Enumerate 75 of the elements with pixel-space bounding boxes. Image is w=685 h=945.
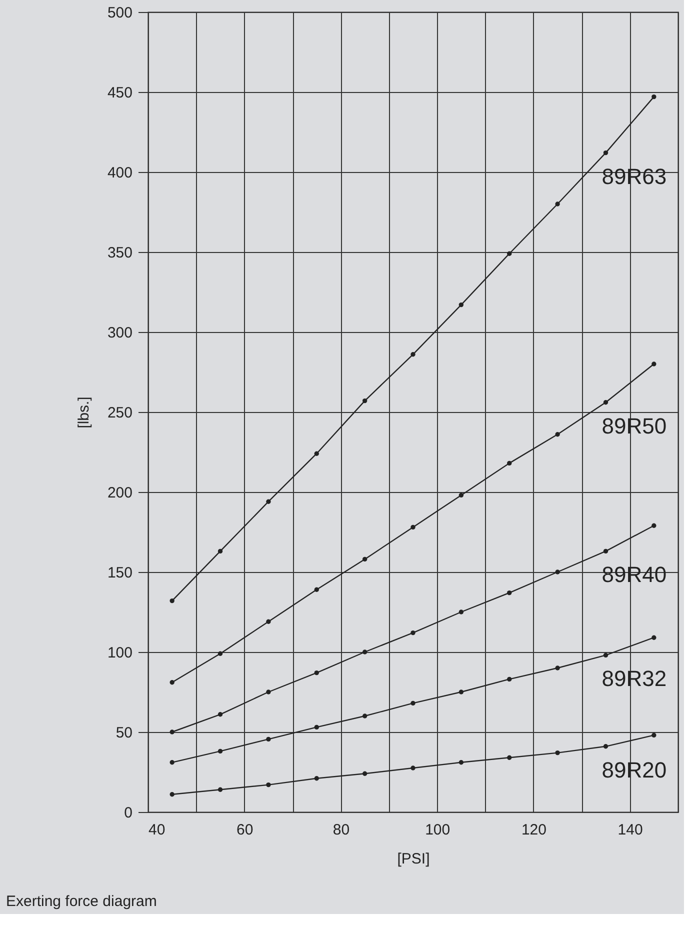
point bbox=[507, 460, 512, 466]
point bbox=[410, 700, 416, 706]
point bbox=[314, 670, 319, 676]
point bbox=[555, 432, 560, 437]
point bbox=[652, 523, 656, 528]
point bbox=[218, 548, 223, 554]
point bbox=[652, 732, 656, 738]
point bbox=[507, 251, 512, 256]
point bbox=[218, 651, 223, 656]
point bbox=[362, 771, 368, 776]
y-tick-label: 100 bbox=[107, 644, 132, 662]
x-tick-label: 80 bbox=[332, 822, 350, 838]
x-tick-label: 100 bbox=[425, 822, 450, 838]
x-tick-label: 140 bbox=[618, 822, 643, 838]
point bbox=[410, 630, 416, 636]
point bbox=[458, 690, 464, 694]
point bbox=[314, 724, 319, 730]
point bbox=[652, 94, 656, 100]
point bbox=[603, 150, 608, 156]
y-tick-label: 200 bbox=[107, 484, 132, 502]
point bbox=[218, 748, 223, 754]
y-tick-label: 0 bbox=[124, 804, 132, 822]
point bbox=[458, 492, 464, 498]
y-axis-title: [lbs.] bbox=[75, 396, 92, 428]
point bbox=[555, 750, 560, 756]
point bbox=[458, 610, 464, 614]
text: Exerting force diagram bbox=[6, 893, 157, 910]
point bbox=[458, 302, 464, 308]
point bbox=[507, 590, 512, 596]
point bbox=[170, 760, 174, 765]
x-tick-label: 60 bbox=[236, 822, 254, 838]
point bbox=[652, 362, 656, 366]
point bbox=[362, 556, 368, 562]
y-tick-label: 50 bbox=[116, 724, 132, 742]
point bbox=[170, 792, 174, 797]
x-tick-label: 120 bbox=[521, 822, 546, 838]
point bbox=[266, 736, 271, 742]
x-tick-label: 40 bbox=[148, 822, 166, 838]
point bbox=[603, 400, 608, 405]
point bbox=[410, 524, 416, 530]
point bbox=[266, 690, 271, 694]
point bbox=[458, 760, 464, 765]
point bbox=[410, 766, 416, 770]
y-tick-label: 250 bbox=[107, 404, 132, 422]
point bbox=[603, 548, 608, 554]
y-tick-label: 300 bbox=[107, 324, 132, 342]
y-tick-label: 450 bbox=[107, 84, 132, 102]
point bbox=[362, 398, 368, 404]
y-tick-label: 400 bbox=[107, 164, 132, 182]
y-tick-label: 500 bbox=[107, 4, 132, 22]
y-tick-label: 150 bbox=[107, 564, 132, 582]
point bbox=[314, 451, 319, 456]
point bbox=[555, 666, 560, 670]
point bbox=[218, 712, 223, 717]
point bbox=[314, 776, 319, 781]
point bbox=[603, 744, 608, 749]
y-tick-label: 350 bbox=[107, 244, 132, 262]
point bbox=[266, 619, 271, 624]
point bbox=[507, 755, 512, 760]
point bbox=[170, 680, 174, 685]
point bbox=[507, 676, 512, 682]
point bbox=[314, 587, 319, 592]
point bbox=[555, 570, 560, 574]
point bbox=[603, 652, 608, 658]
point bbox=[652, 635, 656, 640]
point bbox=[362, 650, 368, 654]
point bbox=[218, 787, 223, 792]
point bbox=[266, 782, 271, 788]
point bbox=[362, 714, 368, 718]
point bbox=[266, 499, 271, 504]
point bbox=[170, 730, 174, 734]
point bbox=[410, 352, 416, 357]
x-axis-title: [PSI] bbox=[397, 850, 430, 868]
point bbox=[170, 598, 174, 604]
point bbox=[555, 202, 560, 206]
